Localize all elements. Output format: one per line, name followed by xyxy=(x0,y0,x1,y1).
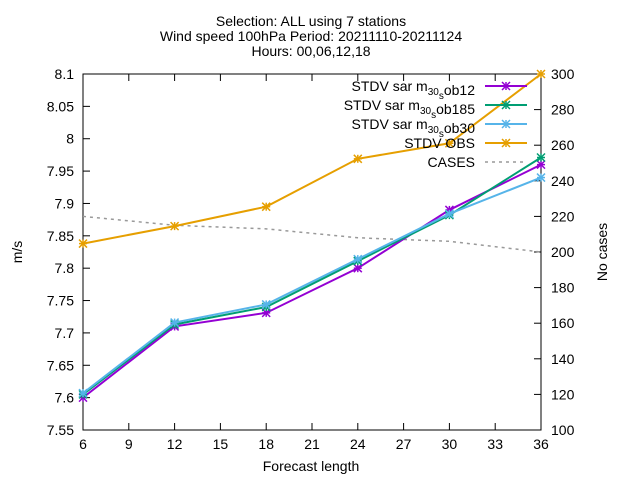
legend-marker xyxy=(501,138,511,148)
y-tick-label: 7.8 xyxy=(55,260,75,276)
y-tick-label: 7.9 xyxy=(55,195,75,211)
data-point xyxy=(261,202,271,212)
data-point xyxy=(444,209,454,219)
x-tick-label: 9 xyxy=(125,436,133,452)
x-tick-label: 33 xyxy=(487,436,503,452)
x-tick-label: 27 xyxy=(396,436,412,452)
legend-label-part: STDV sar m xyxy=(351,78,427,94)
data-point xyxy=(261,299,271,309)
y2-tick-label: 100 xyxy=(551,422,575,438)
y-axis-label: m/s xyxy=(9,241,25,264)
legend-entry: STDV OBS xyxy=(404,135,527,151)
x-axis-label: Forecast length xyxy=(263,458,360,474)
data-point xyxy=(353,263,363,273)
y2-tick-label: 120 xyxy=(551,386,575,402)
y-tick-label: 7.65 xyxy=(47,357,74,373)
legend-label-part: 30 xyxy=(428,87,440,98)
data-point xyxy=(353,254,363,264)
y2-tick-label: 260 xyxy=(551,137,575,153)
legend-label: STDV sar m30sob30 xyxy=(351,116,475,140)
y2-tick-label: 300 xyxy=(551,66,575,82)
data-point xyxy=(78,239,88,249)
series-line xyxy=(82,215,542,253)
legend-label-part: STDV sar m xyxy=(344,97,420,113)
data-point xyxy=(536,69,546,79)
legend-label: CASES xyxy=(428,154,475,170)
legend-label-part: s xyxy=(431,110,436,121)
series-4 xyxy=(82,215,542,253)
y-tick-label: 8 xyxy=(66,131,74,147)
y2-tick-label: 280 xyxy=(551,102,575,118)
legend-entry: CASES xyxy=(428,154,527,170)
x-tick-label: 30 xyxy=(442,436,458,452)
y2-tick-label: 200 xyxy=(551,244,575,260)
legend-entry: STDV sar m30sob185 xyxy=(344,97,527,121)
data-point xyxy=(170,318,180,328)
y2-axis-label: No cases xyxy=(594,223,610,281)
legend-entry: STDV sar m30sob30 xyxy=(351,116,527,140)
series-1 xyxy=(78,152,546,399)
legend-label-part: ob30 xyxy=(444,120,475,136)
y-tick-label: 7.55 xyxy=(47,422,74,438)
x-tick-label: 36 xyxy=(533,436,549,452)
legend-marker xyxy=(501,81,511,91)
y-tick-label: 8.05 xyxy=(47,98,74,114)
y-tick-label: 7.7 xyxy=(55,325,75,341)
y2-tick-label: 160 xyxy=(551,315,575,331)
y2-tick-label: 180 xyxy=(551,280,575,296)
series-line xyxy=(82,73,542,245)
legend-label: STDV sar m30sob185 xyxy=(344,97,476,121)
legend-label-part: ob12 xyxy=(444,82,475,98)
x-tick-label: 21 xyxy=(304,436,320,452)
y2-tick-label: 220 xyxy=(551,208,575,224)
y2-tick-label: 240 xyxy=(551,173,575,189)
y-tick-label: 7.85 xyxy=(47,228,74,244)
series-line xyxy=(82,163,542,399)
legend-label-part: s xyxy=(439,91,444,102)
chart-title-line-2: Wind speed 100hPa Period: 20211110-20211… xyxy=(160,28,462,44)
data-point xyxy=(353,154,363,164)
legend-label-part: 30 xyxy=(428,125,440,136)
series-3 xyxy=(78,69,546,249)
series-line xyxy=(82,156,542,396)
legend-marker xyxy=(501,119,511,129)
legend-label-part: s xyxy=(439,129,444,140)
chart-title-line-3: Hours: 00,06,12,18 xyxy=(251,43,370,59)
legend-label-part: ob185 xyxy=(436,101,475,117)
data-point xyxy=(536,173,546,183)
data-point xyxy=(170,221,180,231)
series-2 xyxy=(78,173,546,398)
y-tick-label: 7.6 xyxy=(55,390,75,406)
y-tick-label: 8.1 xyxy=(55,66,75,82)
chart-title-line-1: Selection: ALL using 7 stations xyxy=(216,13,406,29)
legend-label-part: STDV sar m xyxy=(351,116,427,132)
data-point xyxy=(444,138,454,148)
data-point xyxy=(536,152,546,163)
x-tick-label: 18 xyxy=(258,436,274,452)
data-point xyxy=(78,388,88,398)
y2-tick-label: 140 xyxy=(551,351,575,367)
legend-entry: STDV sar m30sob12 xyxy=(351,78,527,102)
x-tick-label: 12 xyxy=(167,436,183,452)
x-tick-label: 6 xyxy=(79,436,87,452)
x-tick-label: 15 xyxy=(213,436,229,452)
legend-label: STDV sar m30sob12 xyxy=(351,78,475,102)
legend-label-part: 30 xyxy=(420,106,432,117)
series-line xyxy=(82,176,542,394)
y-tick-label: 7.75 xyxy=(47,293,74,309)
legend-label: STDV OBS xyxy=(404,135,475,151)
legend-marker xyxy=(501,100,511,110)
x-tick-label: 24 xyxy=(350,436,366,452)
data-point xyxy=(536,160,546,170)
y-tick-label: 7.95 xyxy=(47,163,74,179)
